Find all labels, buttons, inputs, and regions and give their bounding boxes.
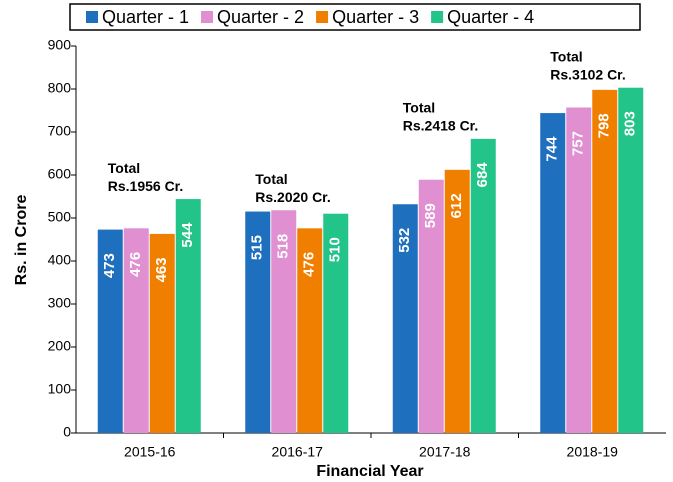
bar bbox=[618, 87, 644, 434]
legend-swatch bbox=[86, 11, 98, 23]
value-label: 544 bbox=[179, 222, 196, 248]
annotation: Rs.1956 Cr. bbox=[108, 178, 184, 194]
bar bbox=[245, 211, 271, 433]
bar bbox=[97, 229, 123, 433]
value-label: 476 bbox=[127, 252, 144, 277]
value-label: 518 bbox=[275, 234, 292, 259]
value-label: 757 bbox=[570, 131, 587, 156]
value-label: 684 bbox=[474, 162, 491, 188]
y-tick-label: 300 bbox=[48, 295, 72, 311]
bar bbox=[149, 233, 175, 433]
x-tick-label: 2017-18 bbox=[419, 444, 471, 460]
value-label: 463 bbox=[153, 257, 170, 282]
legend-label: Quarter - 3 bbox=[332, 7, 419, 27]
y-tick-label: 800 bbox=[48, 80, 72, 96]
annotation: Rs.3102 Cr. bbox=[550, 66, 626, 82]
y-tick-label: 400 bbox=[48, 252, 72, 268]
bar bbox=[444, 169, 470, 433]
annotation: Total bbox=[403, 100, 435, 116]
bar bbox=[175, 199, 201, 433]
annotation: Total bbox=[550, 48, 582, 64]
value-label: 589 bbox=[422, 203, 439, 228]
value-label: 803 bbox=[622, 111, 639, 136]
y-tick-label: 200 bbox=[48, 338, 72, 354]
x-tick-label: 2015-16 bbox=[124, 444, 176, 460]
legend-swatch bbox=[431, 11, 444, 23]
value-label: 532 bbox=[396, 228, 413, 253]
y-axis-title: Rs. in Crore bbox=[13, 195, 30, 286]
y-tick-label: 600 bbox=[48, 166, 72, 182]
annotation: Rs.2020 Cr. bbox=[255, 189, 331, 205]
bar bbox=[123, 228, 149, 433]
bar bbox=[540, 113, 566, 433]
bar bbox=[418, 179, 444, 433]
y-tick-label: 700 bbox=[48, 123, 72, 139]
x-tick-label: 2018-19 bbox=[567, 444, 619, 460]
annotation: Rs.2418 Cr. bbox=[403, 118, 479, 134]
annotation: Total bbox=[108, 160, 140, 176]
legend-label: Quarter - 1 bbox=[102, 7, 189, 27]
y-tick-label: 100 bbox=[48, 381, 72, 397]
bar bbox=[566, 107, 592, 434]
bar bbox=[323, 213, 349, 433]
y-tick-label: 900 bbox=[48, 37, 72, 53]
bar bbox=[297, 228, 323, 433]
value-label: 798 bbox=[596, 113, 613, 138]
bar bbox=[470, 138, 496, 433]
annotation: Total bbox=[255, 171, 287, 187]
legend-label: Quarter - 4 bbox=[447, 7, 534, 27]
value-label: 476 bbox=[301, 252, 318, 277]
value-label: 515 bbox=[249, 235, 266, 260]
x-axis-title: Financial Year bbox=[316, 463, 423, 480]
legend-swatch bbox=[201, 11, 214, 23]
value-label: 744 bbox=[544, 136, 561, 162]
y-tick-label: 500 bbox=[48, 209, 72, 225]
bar bbox=[271, 210, 297, 433]
value-label: 510 bbox=[327, 237, 344, 262]
y-tick-label: 0 bbox=[63, 424, 71, 440]
bar bbox=[392, 204, 418, 433]
legend-label: Quarter - 2 bbox=[217, 7, 304, 27]
legend-box bbox=[69, 3, 641, 31]
bar bbox=[592, 89, 618, 434]
value-label: 612 bbox=[448, 193, 465, 218]
x-tick-label: 2016-17 bbox=[272, 444, 324, 460]
value-label: 473 bbox=[101, 253, 118, 278]
legend-swatch bbox=[316, 11, 329, 23]
